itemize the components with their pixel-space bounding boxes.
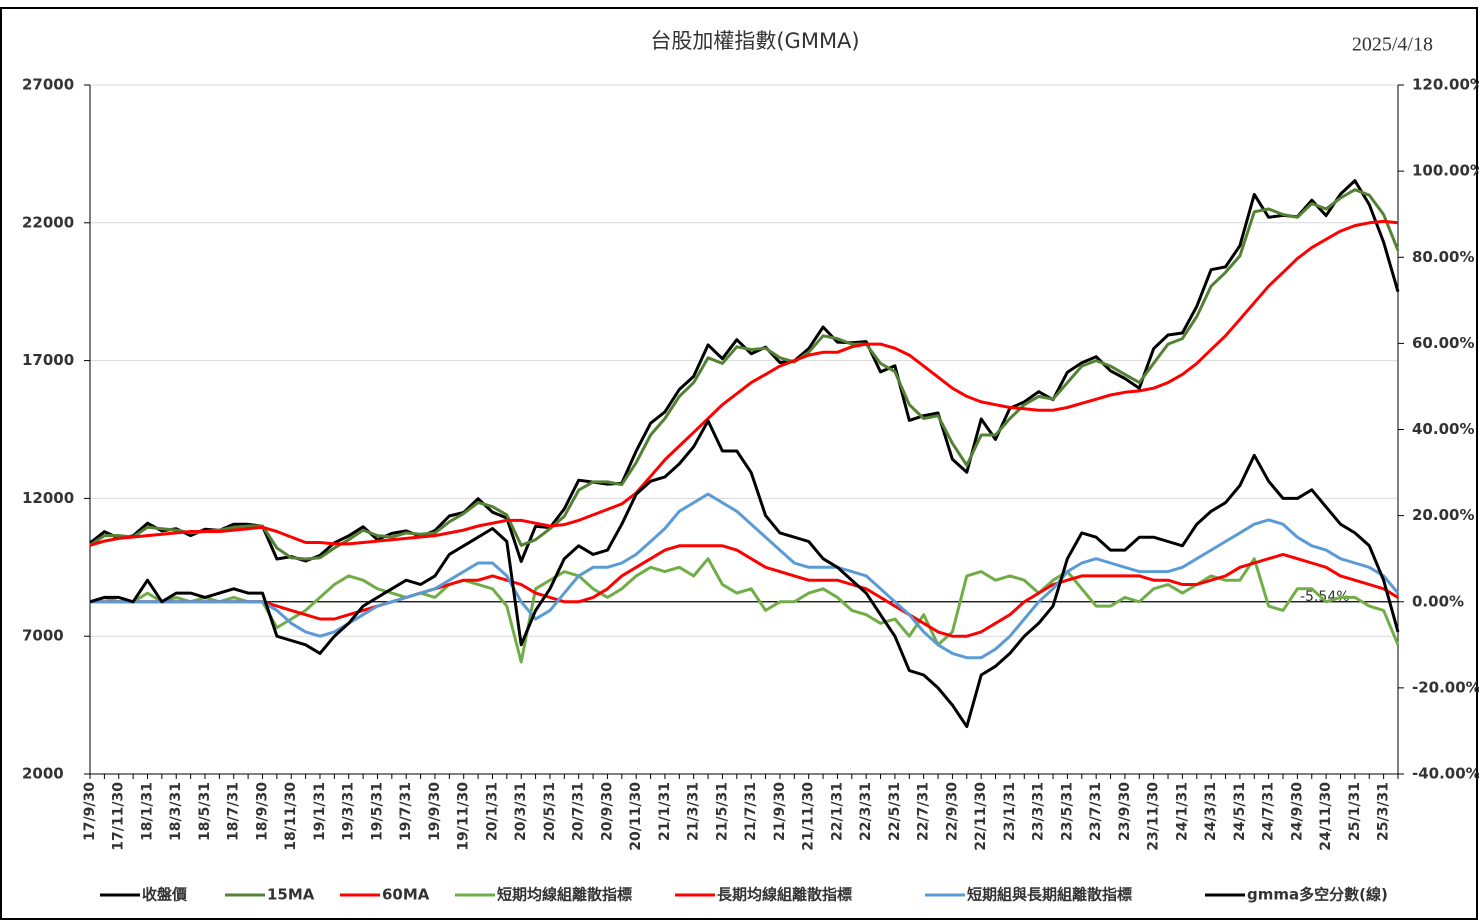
x-tick-label: 24/5/31 <box>1232 782 1248 841</box>
legend-label: 短期均線組離散指標 <box>497 886 632 904</box>
x-tick-label: 19/11/30 <box>456 782 472 851</box>
x-tick-label: 21/11/30 <box>801 782 817 851</box>
y2-tick-label: 20.00% <box>1412 506 1474 524</box>
series-line <box>89 219 1399 547</box>
y-tick-label: 17000 <box>22 351 74 369</box>
legend-item: 15MA <box>225 886 315 904</box>
x-tick-label: 18/11/30 <box>283 782 299 851</box>
legend-item: 短期均線組離散指標 <box>455 886 632 904</box>
x-tick-label: 20/1/31 <box>484 782 500 841</box>
legend-label: 長期均線組離散指標 <box>717 886 852 904</box>
y-tick-label: 22000 <box>22 213 74 231</box>
x-tick-label: 18/1/31 <box>139 782 155 841</box>
y2-tick-label: 80.00% <box>1412 248 1474 266</box>
x-tick-label: 20/9/30 <box>599 782 615 841</box>
x-tick-label: 22/3/31 <box>858 782 874 841</box>
y-tick-label: 7000 <box>22 627 64 645</box>
x-tick-label: 18/7/31 <box>226 782 242 841</box>
y2-tick-label: 0.00% <box>1412 592 1464 610</box>
x-tick-label: 22/1/31 <box>829 782 845 841</box>
legend-item: 長期均線組離散指標 <box>675 886 852 904</box>
x-tick-label: 25/1/31 <box>1347 782 1363 841</box>
x-tick-label: 23/3/31 <box>1031 782 1047 841</box>
x-tick-label: 21/9/30 <box>772 782 788 841</box>
legend-label: 短期組與長期組離散指標 <box>967 886 1132 904</box>
annotation: -5.54% <box>1300 589 1350 605</box>
x-tick-label: 19/3/31 <box>341 782 357 841</box>
legend-label: 60MA <box>382 886 430 904</box>
legend-label: gmma多空分數(線) <box>1247 886 1388 904</box>
legend-item: 收盤價 <box>100 886 188 904</box>
y-tick-label: 2000 <box>22 765 64 783</box>
x-tick-label: 23/1/31 <box>1002 782 1018 841</box>
x-tick-label: 21/5/31 <box>714 782 730 841</box>
x-tick-label: 18/9/30 <box>254 782 270 841</box>
y-tick-label: 27000 <box>22 76 74 94</box>
y-tick-label: 12000 <box>22 489 74 507</box>
legend-item: gmma多空分數(線) <box>1205 886 1388 904</box>
y2-tick-label: 120.00% <box>1412 76 1479 94</box>
x-tick-label: 19/5/31 <box>369 782 385 841</box>
x-tick-label: 23/7/31 <box>1088 782 1104 841</box>
y2-tick-label: 100.00% <box>1412 162 1479 180</box>
x-tick-label: 22/9/30 <box>944 782 960 841</box>
x-tick-label: 23/9/30 <box>1117 782 1133 841</box>
x-tick-label: 21/1/31 <box>657 782 673 841</box>
x-tick-label: 22/11/30 <box>973 782 989 851</box>
y2-tick-label: -20.00% <box>1412 678 1479 696</box>
x-tick-label: 23/11/30 <box>1146 782 1162 851</box>
legend-label: 收盤價 <box>142 886 188 904</box>
legend-label: 15MA <box>267 886 315 904</box>
x-tick-label: 24/1/31 <box>1174 782 1190 841</box>
x-tick-label: 23/5/31 <box>1059 782 1075 841</box>
x-tick-label: 18/5/31 <box>197 782 213 841</box>
chart-frame <box>0 7 1478 920</box>
series-line <box>89 557 1400 664</box>
x-tick-label: 24/11/30 <box>1318 782 1334 851</box>
series-line <box>90 492 1400 660</box>
x-tick-label: 24/7/31 <box>1261 782 1277 841</box>
legend-item: 短期組與長期組離散指標 <box>925 886 1132 904</box>
series-line <box>89 188 1400 561</box>
x-tick-label: 25/3/31 <box>1376 782 1392 841</box>
x-tick-label: 22/7/31 <box>916 782 932 841</box>
chart-title: 台股加權指數(GMMA) <box>650 29 859 53</box>
x-tick-label: 18/3/31 <box>168 782 184 841</box>
x-tick-label: 20/5/31 <box>542 782 558 841</box>
y2-tick-label: 60.00% <box>1412 334 1474 352</box>
x-tick-label: 20/3/31 <box>513 782 529 841</box>
x-tick-label: 22/5/31 <box>887 782 903 841</box>
y2-tick-label: -40.00% <box>1412 765 1479 783</box>
x-tick-label: 17/11/30 <box>111 782 127 851</box>
x-tick-label: 19/1/31 <box>312 782 328 841</box>
x-tick-label: 19/9/30 <box>427 782 443 841</box>
x-tick-label: 24/3/31 <box>1203 782 1219 841</box>
date-label: 2025/4/18 <box>1352 34 1433 56</box>
series-line <box>89 419 1400 729</box>
legend-item: 60MA <box>340 886 430 904</box>
y2-tick-label: 40.00% <box>1412 420 1474 438</box>
series-line <box>90 544 1399 638</box>
x-tick-label: 20/7/31 <box>571 782 587 841</box>
x-tick-label: 20/11/30 <box>628 782 644 851</box>
x-tick-label: 21/3/31 <box>686 782 702 841</box>
x-tick-label: 17/9/30 <box>82 782 98 841</box>
x-tick-label: 19/7/31 <box>398 782 414 841</box>
x-tick-label: 24/9/30 <box>1289 782 1305 841</box>
x-tick-label: 21/7/31 <box>743 782 759 841</box>
